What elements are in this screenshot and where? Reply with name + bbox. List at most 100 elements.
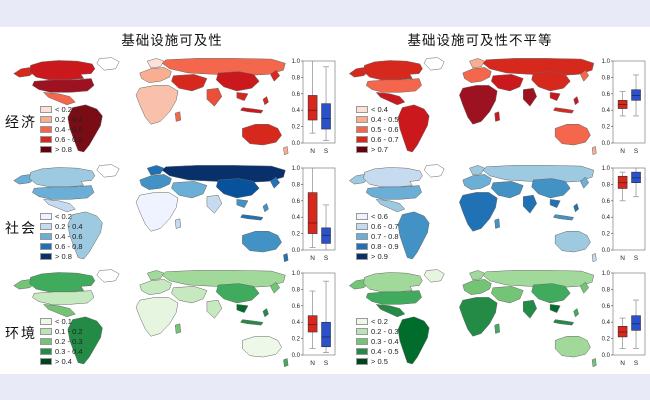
legend-swatch [356,116,368,123]
map-region-indonesia [553,320,573,326]
map-region-philippines [263,204,269,212]
map-region-china [532,284,571,303]
map-region-philippines [574,204,579,212]
map-region-china [532,179,571,198]
legend-label: 0.4 - 0.6 [55,231,83,241]
legend-label: 0.6 - 0.8 [55,241,83,251]
map-region-new_zealand [592,253,596,261]
legend-label: 0.1 - 0.2 [55,326,83,336]
map-region-india [523,88,536,106]
legend-swatch [40,223,52,230]
legend-swatch [356,136,368,143]
map-region-mexico [376,92,405,104]
boxplot: 0.0 0.2 0.4 0.6 0.8 1.0 N S [292,59,336,155]
legend-swatch [40,136,52,143]
y-tick-label: 0.2 [602,337,611,343]
legend-label: 0.2 - 0.3 [55,336,83,346]
legend-label: > 0.8 [55,251,72,261]
y-tick-label: 0.0 [602,248,611,254]
legend-item: 0.6 - 0.7 [356,135,399,144]
map-region-se_asia [550,304,560,312]
map-region-south_america [68,212,103,259]
map-region-usa [32,185,94,199]
map-region-russia [162,270,285,287]
legend-item: 0.3 - 0.4 [40,347,83,356]
map-region-se_asia [237,199,248,207]
y-tick-label: 0.4 [602,320,611,326]
boxplot-wrap-social-accessibility: 0.0 0.2 0.4 0.6 0.8 1.0 N S [287,164,337,268]
map-region-indonesia [553,108,573,114]
legend-item: > 0.4 [40,357,83,366]
boxplot-frame [612,272,646,356]
legend-item: 0.2 - 0.4 [40,222,83,231]
map-region-central_asia [491,181,523,198]
legend-swatch [40,146,52,153]
map-region-usa [366,78,421,92]
map-region-africa [459,297,497,336]
map-region-indonesia [241,320,263,326]
legend-swatch [40,233,52,240]
boxplot-wrap-environment-accessibility: 0.0 0.2 0.4 0.6 0.8 1.0 N S [287,269,337,373]
legend-label: > 0.8 [55,144,72,154]
map-region-africa [136,85,178,124]
map-region-mexico [44,199,76,211]
y-tick-label: 0.6 [602,304,611,310]
x-category-label: S [634,255,639,262]
map-region-russia [483,165,594,182]
legend-swatch [356,146,368,153]
map-region-africa [459,192,497,231]
legend-label: 0.8 - 0.9 [371,241,399,251]
y-tick-label: 0.6 [602,199,611,205]
boxplot-box-N [617,326,628,338]
map-region-madagascar [175,112,181,122]
y-tick-label: 0.0 [602,353,611,359]
boxplot-frame [302,60,336,144]
map-region-scandinavia [147,270,164,280]
y-tick-label: 0.4 [292,108,301,114]
map-region-china [216,72,259,91]
map-region-australia [242,336,281,357]
legend-label: > 0.7 [371,144,388,154]
y-tick-label: 1.0 [292,271,301,277]
boxplot: 0.0 0.2 0.4 0.6 0.8 1.0 N S [292,271,336,367]
y-tick-label: 0.8 [292,182,301,188]
y-tick-label: 0.8 [292,75,301,81]
y-tick-label: 0.2 [292,125,301,131]
map-region-russia [162,58,285,75]
y-tick-label: 1.0 [602,59,611,65]
legend-item: 0.2 - 0.4 [40,115,83,124]
map-region-central_asia [491,74,523,91]
y-tick-label: 0.8 [292,287,301,293]
world-map [346,269,598,373]
legend-label: > 0.4 [55,356,72,366]
map-region-scandinavia [469,165,484,175]
map-region-scandinavia [469,58,484,68]
x-category-label: N [310,255,315,262]
boxplot-box-N [307,315,318,333]
panel-environment-accessibility: < 0.1 0.1 - 0.2 0.2 - 0.3 0.3 - 0.4 > 0.4 0.0… [6,266,338,376]
legend-swatch [356,213,368,220]
y-tick-label: 0.0 [602,141,611,147]
map-region-canada [30,60,95,79]
y-tick-label: 1.0 [602,166,611,172]
map-region-europe [463,174,492,189]
map-region-australia [555,231,590,252]
map-region-australia [555,336,590,357]
legend-swatch [356,253,368,260]
map-region-japan [580,282,588,293]
map-region-japan [270,282,279,293]
legend-label: 0.2 - 0.4 [55,114,83,124]
boxplot-box-S [631,89,641,101]
map-region-central_asia [491,286,523,303]
legend-label: 0.3 - 0.4 [55,346,83,356]
map-wrap-environment-inequality [346,269,598,373]
legend-swatch [356,318,368,325]
y-tick-label: 1.0 [292,166,301,172]
boxplot-wrap-economic-inequality: 0.0 0.2 0.4 0.6 0.8 1.0 N S [597,57,647,161]
legend-item: < 0.1 [40,317,83,326]
map-region-europe [463,279,492,294]
legend-label: 0.3 - 0.4 [371,336,399,346]
world-map [10,57,290,161]
boxplot-box-S [631,171,641,184]
map-region-india [207,195,222,213]
